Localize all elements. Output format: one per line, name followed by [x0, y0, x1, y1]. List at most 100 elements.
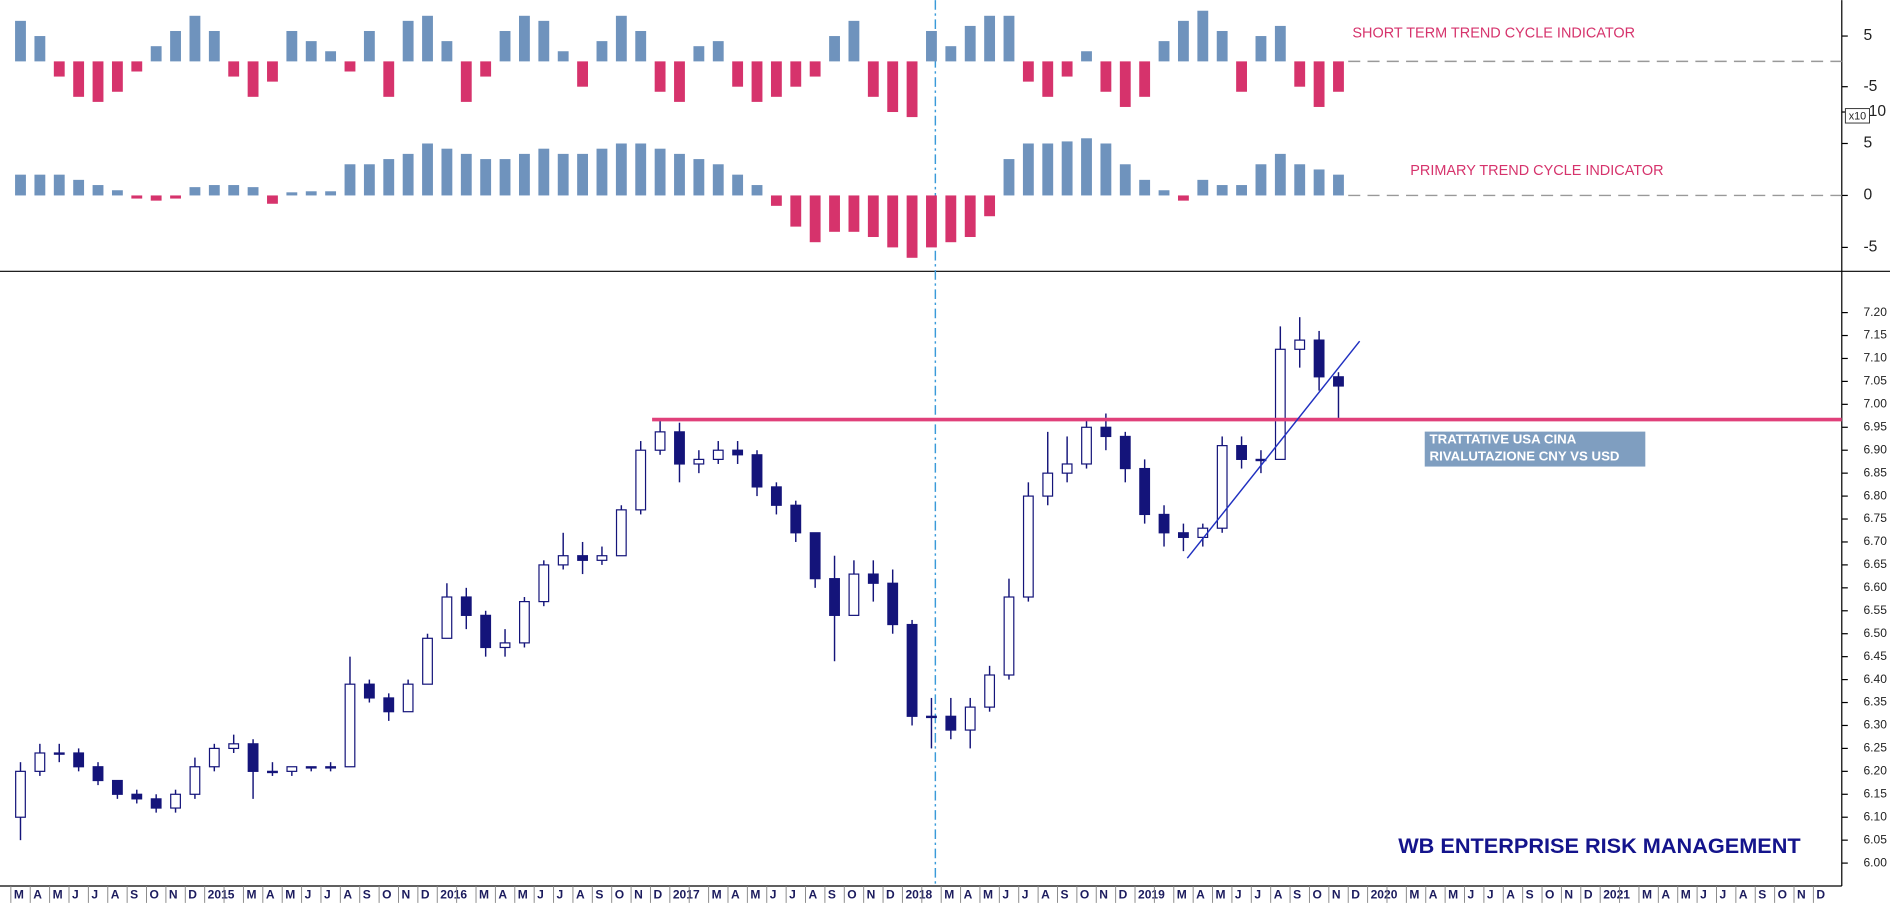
candle-body [635, 449, 647, 511]
indicator-bar [519, 15, 530, 62]
indicator-bar [189, 187, 201, 196]
x-tick-label: A [1041, 887, 1050, 901]
indicator-bar [1177, 195, 1189, 201]
candle-body [1158, 513, 1170, 534]
y-tick-label: 6.20 [1863, 764, 1887, 778]
x-tick-label: D [1119, 887, 1128, 901]
candle-body [363, 683, 375, 699]
indicator-bar [92, 61, 104, 102]
indicator-bar [53, 174, 65, 196]
candle-body [1081, 426, 1092, 465]
indicator-bar [1081, 138, 1092, 196]
candle-body [325, 766, 337, 769]
x-tick-label: N [1099, 887, 1108, 901]
indicator-bar [1139, 61, 1151, 97]
x-tick-label: D [1584, 887, 1593, 901]
candle-body [460, 596, 472, 616]
indicator-bar [809, 61, 821, 77]
x-tick-label: S [363, 887, 371, 901]
indicator-bar [1216, 185, 1228, 196]
indicator-bar [383, 61, 395, 97]
y-tick-label: 6.55 [1863, 603, 1887, 617]
x-tick-label: N [169, 887, 178, 901]
candle-body [189, 766, 201, 795]
indicator-bar [267, 195, 278, 204]
y-tick-label: 6.75 [1863, 511, 1887, 525]
x-tick-label: J [1487, 887, 1494, 901]
x-tick-label: M [285, 887, 295, 901]
indicator-bar [1139, 179, 1151, 196]
y-tick-label: 6.70 [1863, 534, 1887, 548]
x-tick-label: J [770, 887, 777, 901]
candle-body [383, 697, 395, 713]
candle-body [790, 504, 802, 534]
indicator-bar [1255, 36, 1267, 62]
x-tick-label: M [14, 887, 24, 901]
indicator-bar [1313, 169, 1325, 196]
x-tick-label: 2021 [1603, 887, 1630, 901]
indicator-bar [460, 153, 472, 196]
x-tick-label: O [1545, 887, 1554, 901]
x-tick-label: S [1060, 887, 1068, 901]
indicator-bar [945, 46, 957, 62]
indicator-bar [1274, 153, 1286, 196]
indicator-bar [441, 41, 453, 62]
trend-line [1186, 340, 1361, 559]
y-tick-label: 6.00 [1863, 855, 1887, 869]
y-tick-label: 6.60 [1863, 580, 1887, 594]
x-tick-label: J [789, 887, 796, 901]
candle-body [53, 752, 65, 755]
candle-body [73, 752, 85, 768]
annotation-box [1424, 431, 1646, 467]
indicator-bar [480, 61, 492, 77]
indicator-bar [577, 153, 588, 196]
indicator-bar [693, 46, 705, 62]
x-tick-label: M [246, 887, 256, 901]
x-tick-label: M [1448, 887, 1458, 901]
candle-body [1003, 596, 1015, 676]
candle-body [964, 706, 976, 731]
indicator-bar [208, 185, 220, 196]
indicator-bar [499, 159, 511, 196]
indicator-bar [286, 192, 298, 196]
candle-body [34, 752, 46, 772]
x-tick-label: A [1196, 887, 1205, 901]
x-tick-label: N [1797, 887, 1806, 901]
indicator-bar [422, 143, 433, 196]
x-tick-label: S [828, 887, 836, 901]
y-tick-label: 6.05 [1863, 832, 1887, 846]
x-tick-label: J [91, 887, 98, 901]
x-tick-label: O [615, 887, 624, 901]
candle-body [208, 747, 220, 768]
indicator-bar [325, 191, 337, 196]
indicator-bar [150, 46, 162, 62]
indicator-bar [344, 61, 356, 72]
y-tick-label: 7.00 [1863, 397, 1887, 411]
indicator-bar [732, 174, 744, 196]
x-tick-label: M [1409, 887, 1419, 901]
x-tick-label: M [1177, 887, 1187, 901]
x-tick-label: J [1235, 887, 1242, 901]
x-tick-label: M [518, 887, 528, 901]
candle-body [867, 573, 879, 584]
x-tick-label: 2016 [440, 887, 467, 901]
indicator-bar [1061, 141, 1073, 196]
candle-body [150, 798, 162, 809]
indicator-bar [363, 164, 375, 196]
y-tick-label: 6.10 [1863, 809, 1887, 823]
y-tick-label: 6.50 [1863, 626, 1887, 640]
candle-body [1274, 348, 1286, 460]
indicator-bar [848, 20, 860, 62]
candle-body [577, 555, 588, 561]
indicator-bar [1236, 61, 1247, 92]
indicator-bar [557, 153, 569, 196]
candle-body [286, 766, 298, 772]
indicator-bar [829, 195, 840, 232]
indicator-bar [383, 159, 395, 196]
x-tick-label: O [150, 887, 159, 901]
x-tick-label: O [1778, 887, 1787, 901]
y-tick-label: 6.15 [1863, 786, 1887, 800]
candle-body [1197, 527, 1209, 538]
indicator-bar [674, 61, 685, 102]
